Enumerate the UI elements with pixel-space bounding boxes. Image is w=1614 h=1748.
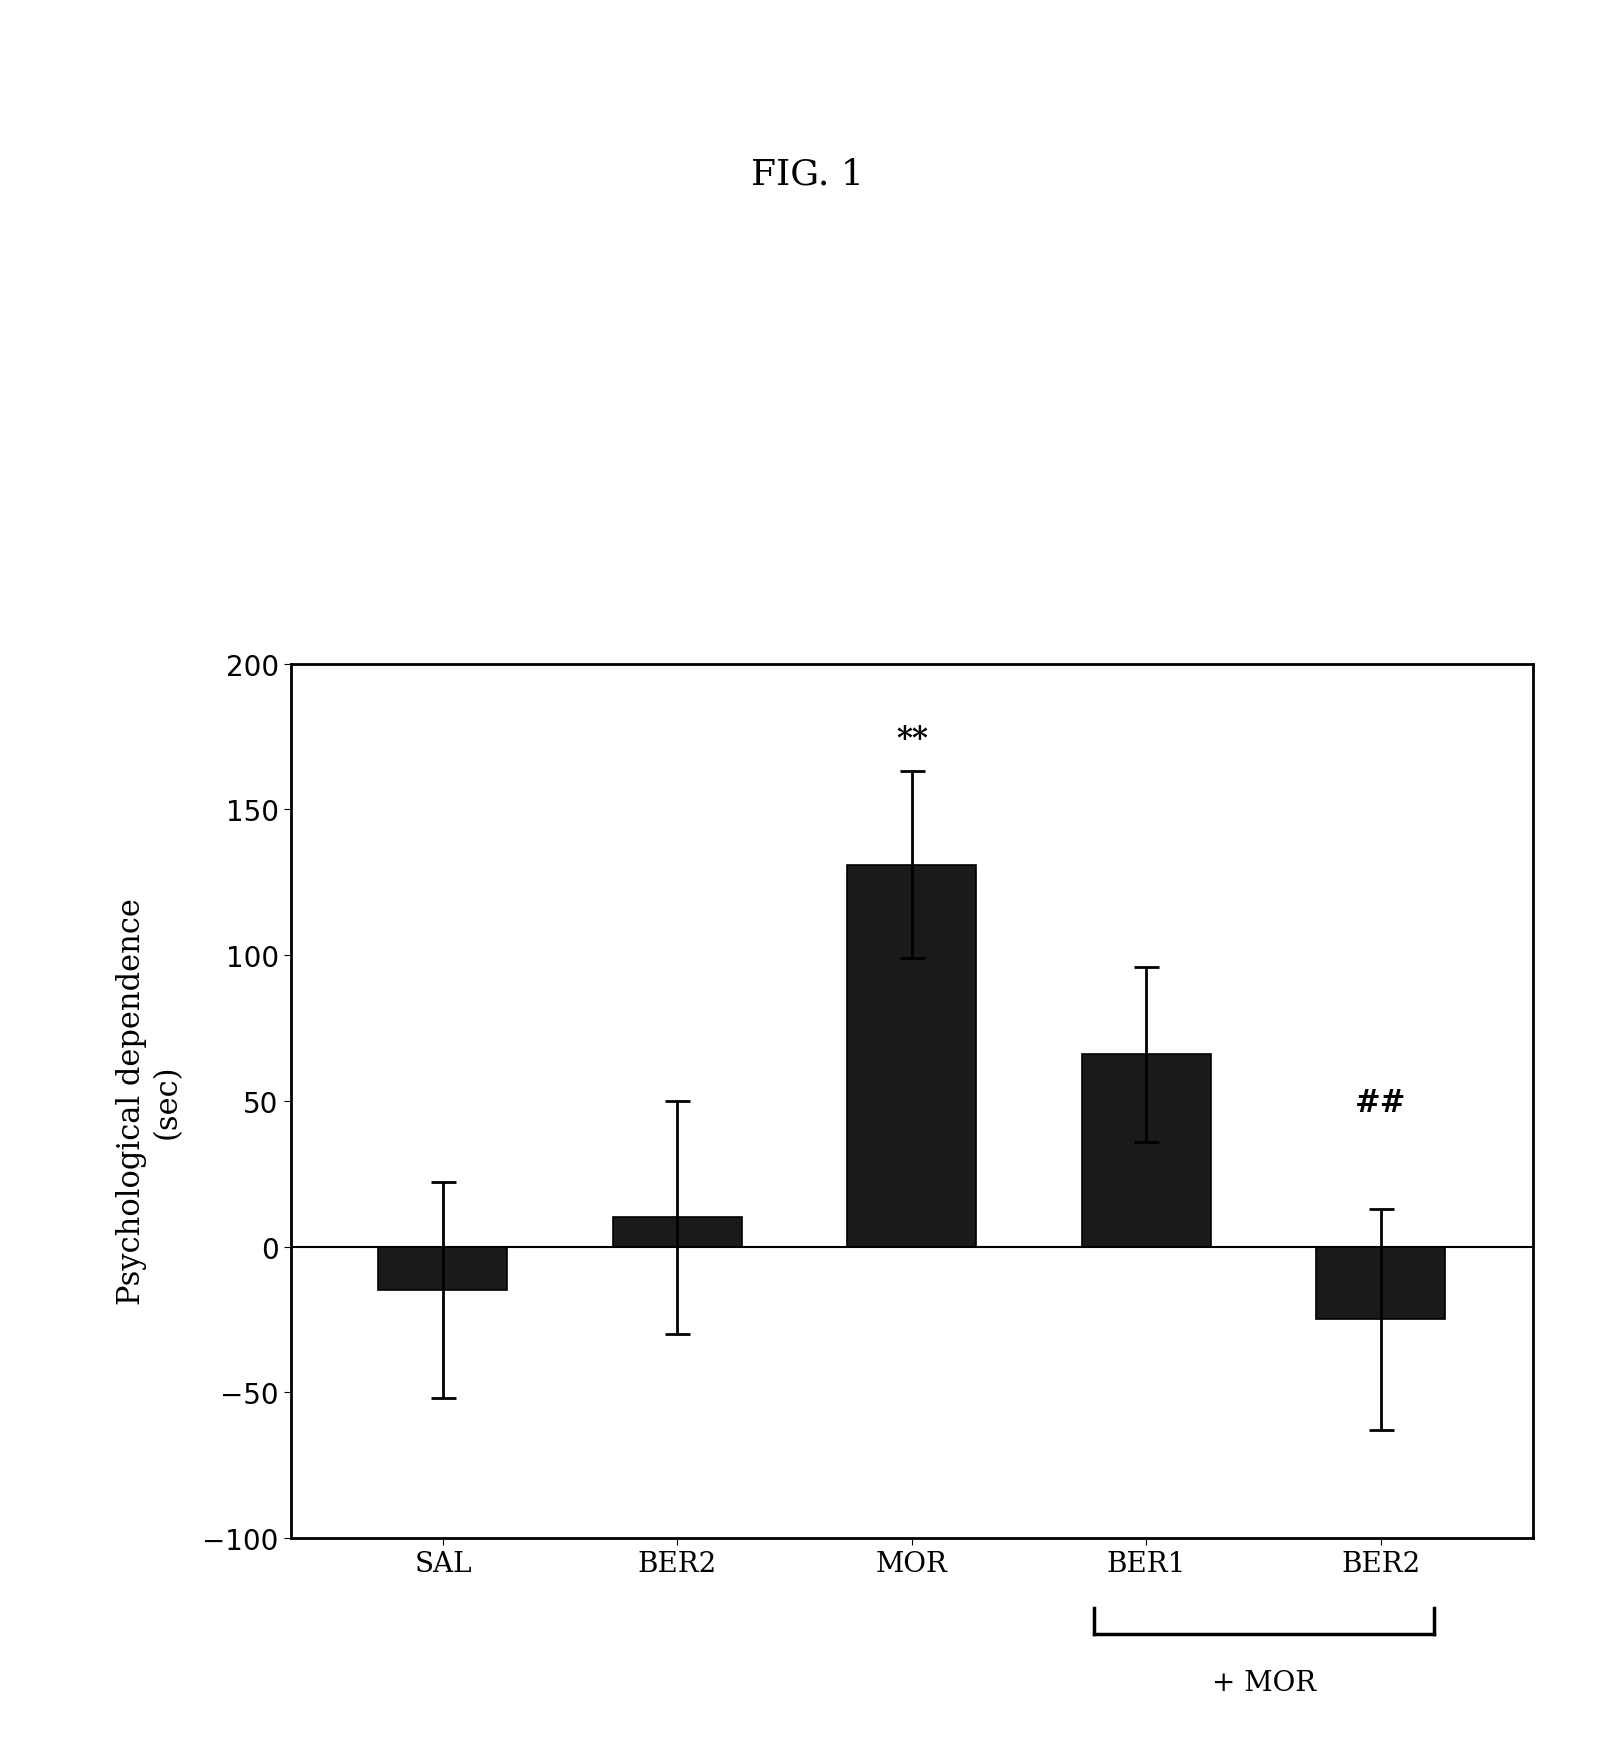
Text: FIG. 1: FIG. 1 [751,157,863,191]
Bar [378,1246,507,1290]
Bar [847,865,976,1246]
Text: **: ** [896,724,928,755]
Bar [1081,1054,1210,1246]
Y-axis label: Psychological dependence
(sec): Psychological dependence (sec) [116,898,182,1304]
Text: ##: ## [1356,1087,1407,1119]
Text: + MOR: + MOR [1212,1669,1315,1696]
Bar [1317,1246,1446,1320]
Bar [613,1218,742,1246]
